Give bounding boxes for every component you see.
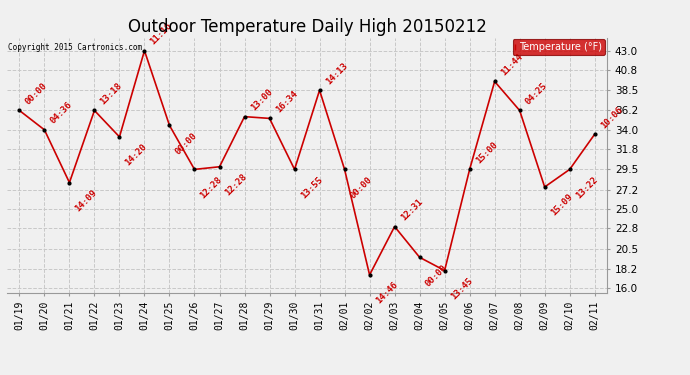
Text: 14:13: 14:13 xyxy=(324,61,349,86)
Text: 10:06: 10:06 xyxy=(599,105,624,130)
Legend: Temperature (°F): Temperature (°F) xyxy=(513,39,605,55)
Text: 12:28: 12:28 xyxy=(199,175,224,200)
Title: Outdoor Temperature Daily High 20150212: Outdoor Temperature Daily High 20150212 xyxy=(128,18,486,36)
Text: 13:00: 13:00 xyxy=(248,87,274,112)
Text: 04:36: 04:36 xyxy=(48,100,74,126)
Text: 13:22: 13:22 xyxy=(574,175,599,200)
Text: 16:34: 16:34 xyxy=(274,89,299,114)
Text: 11:44: 11:44 xyxy=(499,52,524,77)
Text: 13:55: 13:55 xyxy=(299,175,324,200)
Text: 00:00: 00:00 xyxy=(174,131,199,156)
Text: 14:20: 14:20 xyxy=(124,142,149,168)
Text: 13:18: 13:18 xyxy=(99,81,124,106)
Text: 00:00: 00:00 xyxy=(23,81,49,106)
Text: 13:45: 13:45 xyxy=(448,276,474,302)
Text: 00:00: 00:00 xyxy=(424,263,449,288)
Text: 14:09: 14:09 xyxy=(74,188,99,213)
Text: Copyright 2015 Cartronics.com: Copyright 2015 Cartronics.com xyxy=(8,43,141,52)
Text: 00:00: 00:00 xyxy=(348,175,374,200)
Text: 12:28: 12:28 xyxy=(224,172,249,198)
Text: 12:31: 12:31 xyxy=(399,197,424,222)
Text: 14:46: 14:46 xyxy=(374,280,399,306)
Text: 04:25: 04:25 xyxy=(524,81,549,106)
Text: 11:16: 11:16 xyxy=(148,21,174,46)
Text: 15:00: 15:00 xyxy=(474,140,499,165)
Text: 15:09: 15:09 xyxy=(549,192,574,218)
